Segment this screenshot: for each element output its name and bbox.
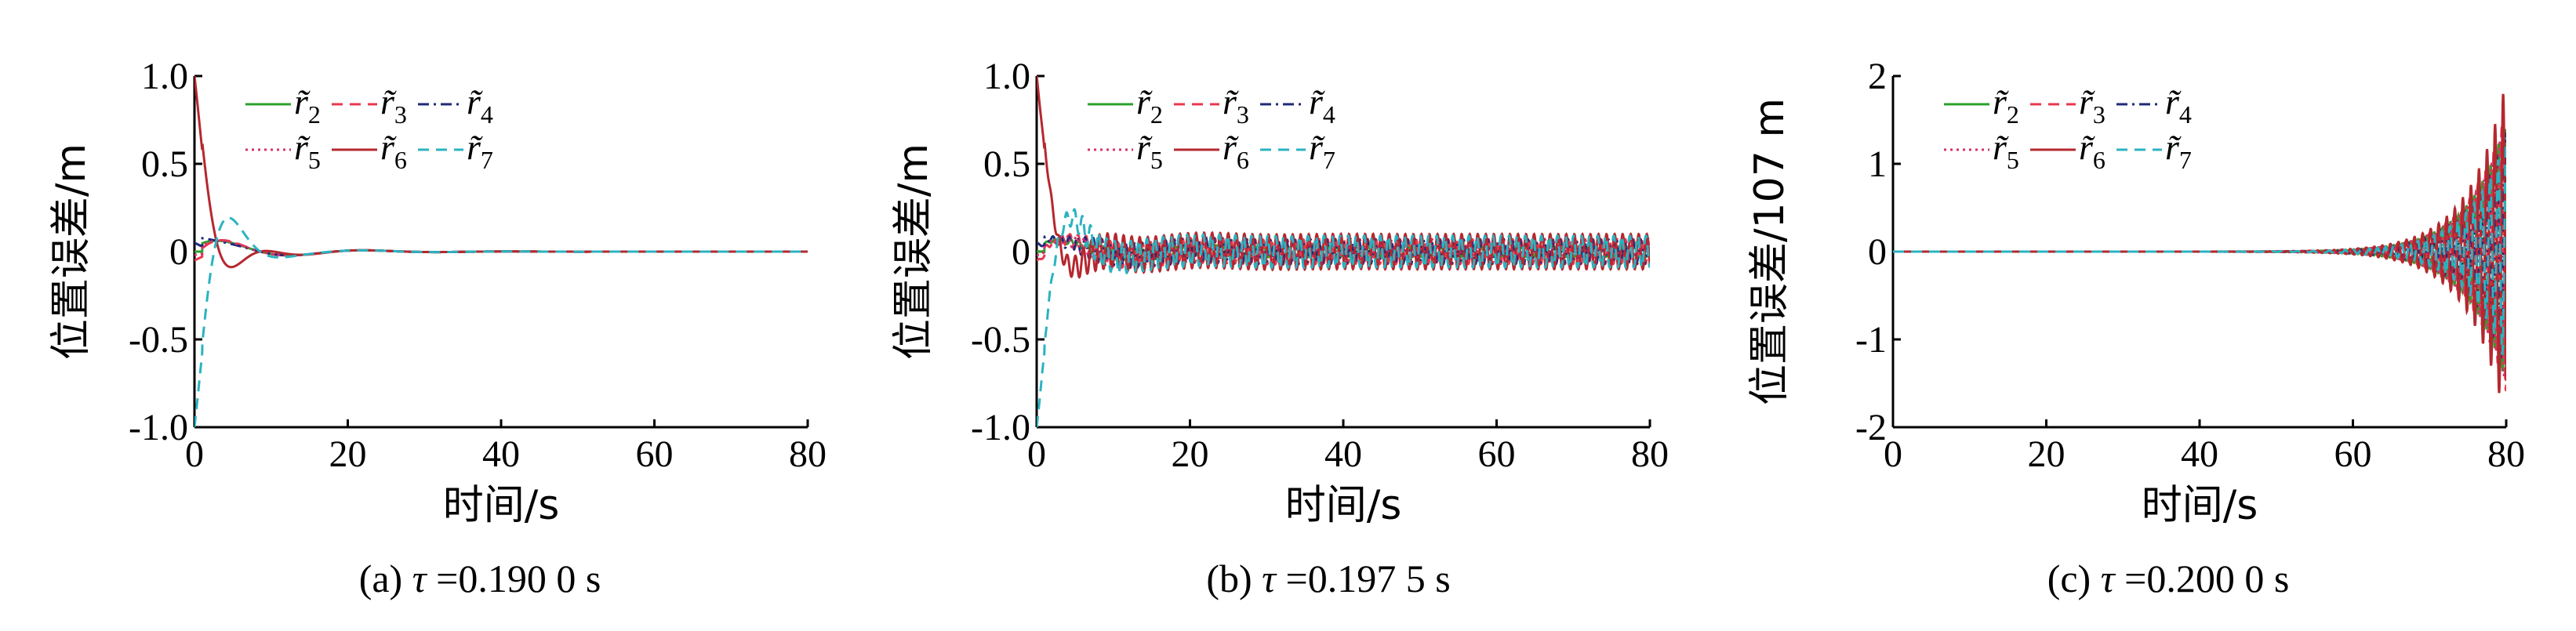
- panel-a: 0 20 40 60 80 -1.0 -0.5 0 0.5 1.0 时间/s 位置误差/m (a) τ …: [48, 56, 827, 600]
- x-tick-label: 0: [1884, 433, 1902, 475]
- y-tick-label: 0.5: [141, 143, 188, 185]
- legend-label-r2: r̃2: [294, 82, 321, 129]
- series-line-r7: [194, 216, 808, 428]
- legend-label-r7: r̃7: [2165, 127, 2192, 174]
- legend-label-r6: r̃6: [1223, 127, 1249, 174]
- y-tick-label: 0: [169, 231, 188, 273]
- legend: r̃2 r̃3 r̃4 r̃5 r̃6 r̃7: [245, 82, 493, 174]
- x-tick-label: 40: [482, 433, 520, 475]
- legend: r̃2 r̃3 r̃4 r̃5 r̃6 r̃7: [1088, 82, 1335, 174]
- x-tick-label: 20: [1172, 433, 1209, 475]
- x-tick-label: 80: [789, 433, 827, 475]
- y-tick-label: 1: [1868, 143, 1887, 185]
- y-tick-label: -0.5: [971, 319, 1030, 361]
- y-axis-label: 位置误差/m: [48, 143, 95, 360]
- caption-value: =0.190 0 s: [427, 557, 601, 600]
- legend-label-r7: r̃7: [467, 127, 493, 174]
- x-axis-label: 时间/s: [2142, 482, 2258, 529]
- x-tick-label: 80: [1631, 433, 1669, 475]
- y-tick-label: 1.0: [141, 56, 188, 97]
- x-tick-label: 60: [636, 433, 674, 475]
- x-tick-label: 0: [1027, 433, 1046, 475]
- series-line-r6: [1893, 93, 2506, 393]
- x-tick-label: 40: [1324, 433, 1362, 475]
- y-tick-label: 0: [1868, 231, 1887, 273]
- legend-label-r2: r̃2: [1993, 82, 2019, 129]
- panel-b: 0 20 40 60 80 -1.0 -0.5 0 0.5 1.0 时间/s 位置误差/m (b) τ …: [890, 56, 1669, 600]
- caption-value: =0.200 0 s: [2115, 557, 2290, 600]
- y-tick-label: 0: [1012, 231, 1030, 273]
- legend-label-r3: r̃3: [2079, 82, 2105, 129]
- panel-caption: (a) τ =0.190 0 s: [359, 557, 601, 600]
- x-axis-label: 时间/s: [443, 482, 560, 529]
- caption-label: (a): [359, 557, 412, 600]
- x-tick-label: 40: [2181, 433, 2218, 475]
- legend: r̃2 r̃3 r̃4 r̃5 r̃6 r̃7: [1944, 82, 2192, 174]
- y-tick-label: -1.0: [971, 407, 1030, 448]
- series-line-r7: [1893, 137, 2506, 355]
- y-tick-label: 2: [1868, 56, 1887, 97]
- legend-label-r5: r̃5: [294, 127, 321, 174]
- y-tick-label: -1.0: [129, 407, 188, 448]
- legend-label-r3: r̃3: [380, 82, 407, 129]
- x-axis-label: 时间/s: [1285, 482, 1402, 529]
- series-group: [1893, 93, 2506, 393]
- legend-label-r2: r̃2: [1136, 82, 1163, 129]
- caption-tau: τ: [1262, 557, 1277, 600]
- x-tick-label: 60: [2334, 433, 2372, 475]
- legend-label-r6: r̃6: [2079, 127, 2105, 174]
- caption-tau: τ: [412, 557, 428, 600]
- legend-label-r3: r̃3: [1223, 82, 1249, 129]
- caption-value: =0.197 5 s: [1276, 557, 1451, 600]
- series-group: [194, 75, 808, 428]
- legend-label-r4: r̃4: [467, 82, 493, 129]
- y-axis-label: 位置误差/107 m: [1746, 98, 1793, 405]
- series-group: [1037, 75, 1650, 428]
- legend-label-r7: r̃7: [1309, 127, 1335, 174]
- caption-label: (c): [2047, 557, 2101, 600]
- y-tick-label: 1.0: [983, 56, 1030, 97]
- x-tick-label: 60: [1478, 433, 1516, 475]
- legend-label-r4: r̃4: [2165, 82, 2192, 129]
- x-tick-label: 20: [2028, 433, 2066, 475]
- legend-label-r5: r̃5: [1136, 127, 1163, 174]
- x-tick-label: 20: [329, 433, 367, 475]
- series-line-r7: [1037, 208, 1650, 428]
- y-tick-label: -2: [1855, 407, 1887, 448]
- legend-label-r5: r̃5: [1993, 127, 2019, 174]
- y-tick-label: -1: [1855, 319, 1887, 361]
- panel-caption: (c) τ =0.200 0 s: [2047, 557, 2290, 600]
- panel-c: 0 20 40 60 80 -2 -1 0 1 2 时间/s 位置误差/107 m (c) τ =0.2…: [1746, 56, 2525, 600]
- y-axis-label: 位置误差/m: [890, 143, 937, 360]
- caption-tau: τ: [2101, 557, 2116, 600]
- x-tick-label: 0: [185, 433, 204, 475]
- legend-label-r4: r̃4: [1309, 82, 1335, 129]
- y-tick-label: -0.5: [129, 319, 188, 361]
- caption-label: (b): [1206, 557, 1262, 600]
- legend-label-r6: r̃6: [380, 127, 407, 174]
- x-tick-label: 80: [2487, 433, 2525, 475]
- y-tick-label: 0.5: [983, 143, 1030, 185]
- panel-caption: (b) τ =0.197 5 s: [1206, 557, 1450, 600]
